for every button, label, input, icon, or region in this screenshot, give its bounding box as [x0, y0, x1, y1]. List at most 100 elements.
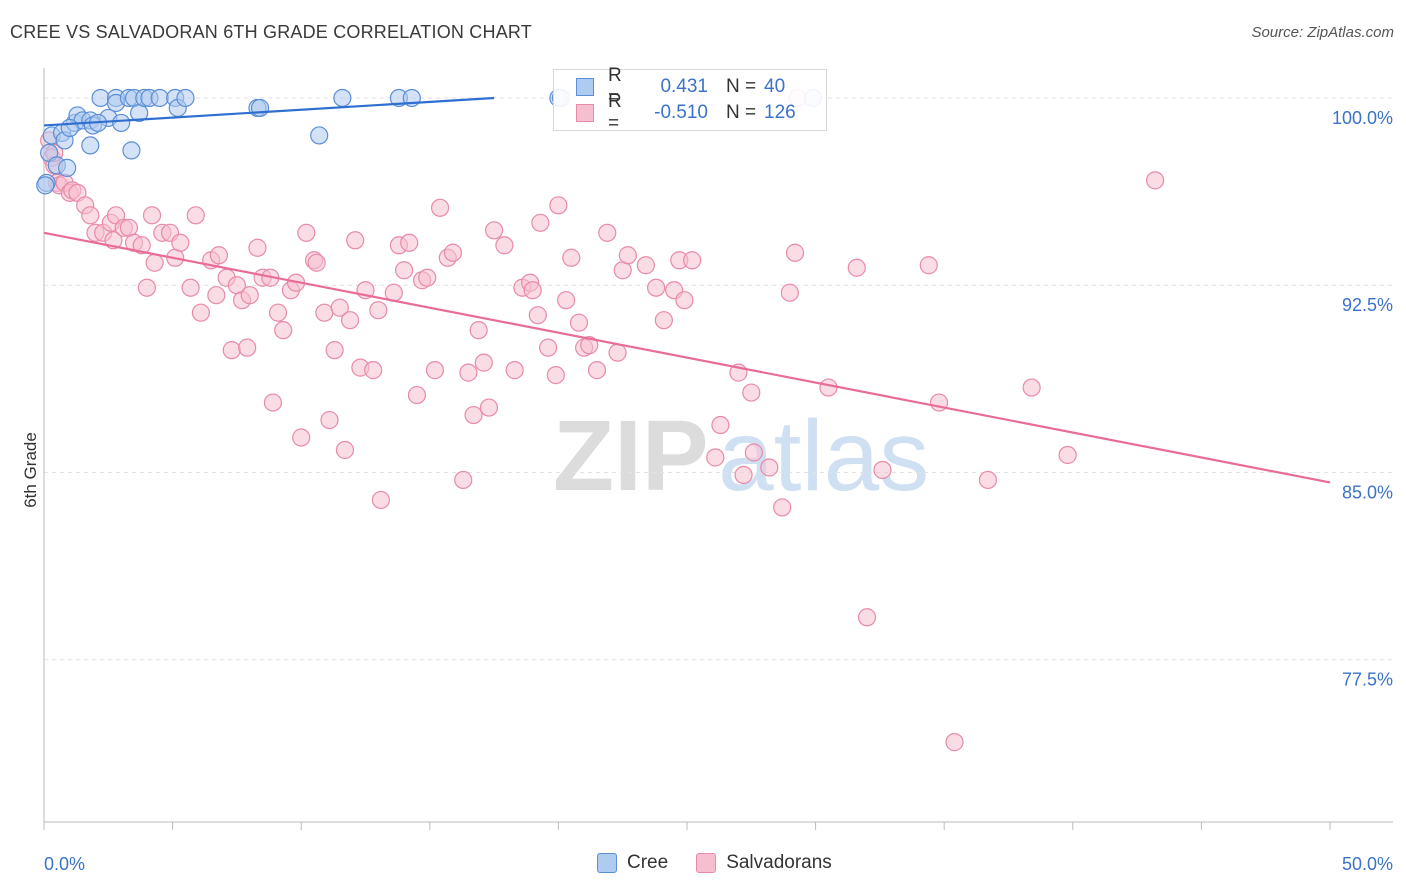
salvadorans-point [315, 303, 334, 322]
salvadorans-point [546, 366, 565, 385]
y-tick-label: 77.5% [1342, 670, 1393, 690]
salvadorans-point [320, 410, 339, 430]
grid-lines [44, 97, 1393, 661]
salvadorans-point [562, 248, 581, 267]
salvadorans-point [325, 341, 344, 360]
salvadorans-point [400, 233, 419, 252]
trend-lines [43, 96, 1331, 484]
cree-trend-line [43, 96, 495, 127]
salvadorans-point [209, 246, 228, 265]
cree-point [333, 88, 352, 108]
salvadorans-point [549, 196, 568, 215]
salvadorans-point [274, 321, 293, 340]
tick-labels: 100.0% 92.5% 85.0% 77.5% 0.0% 50.0% [44, 108, 1393, 874]
salvadorans-point [145, 253, 164, 272]
salvadorans-point [598, 223, 617, 242]
n-value: 126 [764, 102, 796, 123]
n-label: N = [726, 102, 757, 123]
legend-item-cree[interactable]: Cree [597, 852, 668, 874]
salvadorans-point [425, 361, 445, 380]
cree-point [36, 176, 55, 195]
salvadorans-point [181, 278, 200, 297]
salvadorans-point [307, 253, 326, 272]
r-value: 0.431 [660, 76, 708, 97]
salvadorans-point [186, 206, 205, 225]
salvadorans-point [454, 470, 473, 490]
legend-label-cree: Cree [627, 852, 669, 873]
x-tick-label: 0.0% [44, 854, 85, 874]
salvadorans-point [407, 385, 427, 405]
salvadorans-point [760, 458, 779, 477]
salvadorans-point [945, 733, 964, 752]
salvadorans-point [330, 298, 349, 317]
salvadorans-point [335, 440, 355, 460]
legend-item-salvadorans[interactable]: Salvadorans [696, 852, 832, 874]
salvadorans-point [587, 361, 607, 380]
salvadorans-point [580, 336, 599, 355]
salvadorans-point [523, 281, 542, 300]
salvadorans-swatch-icon [696, 853, 717, 873]
cree-point [112, 113, 131, 133]
legend-row-salvadorans: R = -0.510 N = 126 [576, 91, 796, 134]
n-label: N = [726, 76, 757, 97]
source-note: Source: ZipAtlas.com [1251, 24, 1394, 41]
legend-row-cree: R = 0.431 N = 40 [576, 65, 786, 108]
salvadorans-point [495, 236, 514, 255]
cree-point [250, 98, 270, 118]
salvadorans-point [222, 341, 241, 360]
salvadorans-point [647, 278, 666, 297]
salvadorans-point [369, 301, 388, 320]
salvadorans-point [636, 256, 655, 275]
x-tick-label: 50.0% [1342, 854, 1393, 874]
legend-label-salvadorans: Salvadorans [726, 852, 832, 873]
salvadorans-point [142, 206, 162, 225]
salvadorans-point [734, 465, 753, 485]
salvadorans-point [443, 243, 463, 262]
salvadorans-point [742, 383, 761, 402]
salvadorans-point [706, 448, 725, 467]
y-tick-label: 92.5% [1342, 295, 1393, 315]
salvadorans-point [654, 311, 673, 330]
salvadorans-point [505, 361, 524, 380]
cree-point [58, 158, 77, 177]
salvadorans-point [773, 498, 792, 517]
salvadorans-point [81, 206, 100, 225]
salvadorans-point [346, 231, 365, 250]
salvadorans-point [297, 223, 316, 242]
salvadorans-point [683, 251, 702, 270]
salvadorans-point [340, 311, 360, 330]
salvadorans-point [459, 363, 478, 382]
salvadorans-point [873, 460, 892, 480]
salvadorans-point [711, 415, 730, 435]
salvadorans-point [1146, 171, 1165, 190]
r-value: -0.510 [654, 102, 708, 123]
salvadorans-point [569, 313, 589, 332]
salvadorans-point [469, 321, 488, 340]
salvadorans-point [474, 353, 493, 372]
watermark-zip: ZIP [553, 400, 709, 512]
salvadorans-point [292, 428, 311, 447]
salvadorans-point [430, 198, 450, 217]
salvadorans-swatch-icon [576, 104, 594, 122]
salvadorans-point [479, 398, 499, 417]
salvadorans-point [608, 343, 627, 362]
salvadorans-point [785, 243, 805, 262]
salvadorans-trend-line [43, 231, 1331, 484]
salvadorans-point [819, 378, 838, 397]
salvadorans-point [1058, 445, 1077, 465]
salvadorans-point [268, 303, 288, 322]
cree-swatch-icon [576, 78, 594, 96]
salvadorans-point [847, 258, 866, 277]
cree-point [122, 141, 141, 160]
salvadorans-point [371, 490, 391, 510]
salvadorans-point [978, 470, 998, 490]
y-tick-label: 85.0% [1342, 482, 1393, 502]
salvadorans-point [780, 283, 799, 302]
salvadorans-point [485, 221, 504, 240]
salvadorans-point [857, 608, 877, 627]
salvadorans-point [675, 291, 694, 310]
salvadorans-point [528, 306, 547, 325]
n-value: 40 [764, 76, 786, 97]
salvadorans-point [248, 238, 267, 257]
